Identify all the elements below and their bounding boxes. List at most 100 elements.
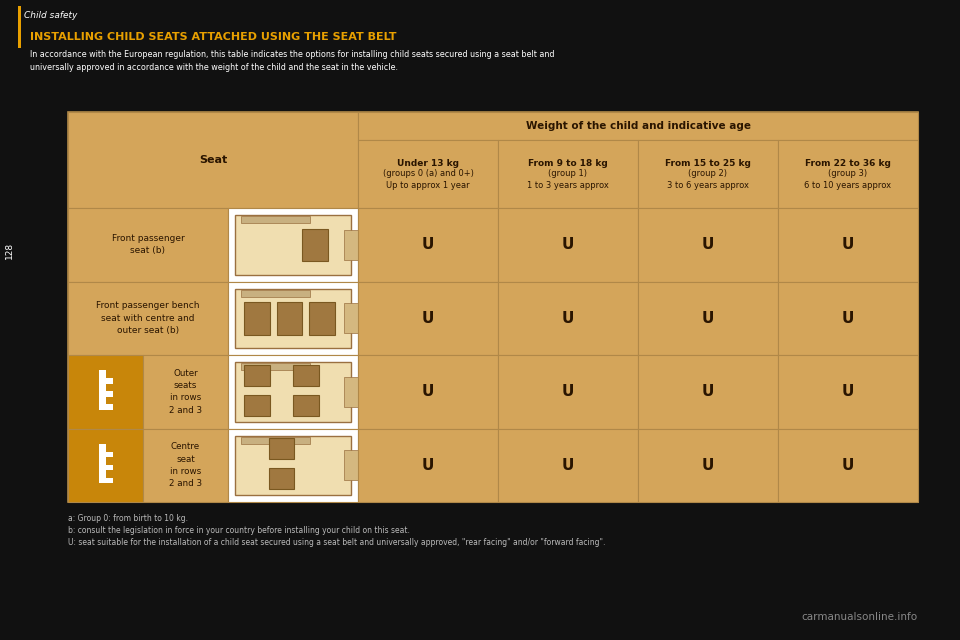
Bar [99, 370, 106, 380]
Bar [99, 465, 112, 470]
Text: U: U [421, 237, 434, 252]
Bar [235, 289, 351, 348]
Text: U: U [842, 458, 854, 473]
Text: Front passenger
seat (b): Front passenger seat (b) [111, 234, 184, 255]
Text: Up to approx 1 year: Up to approx 1 year [386, 180, 469, 189]
Bar [638, 429, 778, 502]
Bar [498, 208, 638, 282]
Bar [358, 140, 498, 208]
Text: U: U [842, 237, 854, 252]
Bar [302, 228, 327, 261]
Text: U: U [842, 384, 854, 399]
Text: Front passenger bench
seat with centre and
outer seat (b): Front passenger bench seat with centre a… [96, 301, 200, 335]
Bar [68, 429, 143, 502]
Text: U: U [842, 311, 854, 326]
Text: U: U [562, 384, 574, 399]
Bar [276, 302, 302, 335]
Bar [68, 112, 918, 502]
Bar [358, 112, 918, 140]
Text: U: U [421, 458, 434, 473]
Text: Outer
seats
in rows
2 and 3: Outer seats in rows 2 and 3 [169, 369, 202, 415]
Text: Child safety: Child safety [24, 11, 78, 20]
Text: b: consult the legislation in force in your country before installing your child: b: consult the legislation in force in y… [68, 526, 410, 535]
Text: U: U [421, 384, 434, 399]
Text: U: seat suitable for the installation of a child seat secured using a seat belt : U: seat suitable for the installation of… [68, 538, 606, 547]
Text: (group 3): (group 3) [828, 170, 868, 179]
Bar [293, 395, 319, 415]
Bar [235, 435, 351, 495]
Bar [241, 436, 310, 444]
Bar [344, 377, 358, 406]
Text: carmanualsonline.info: carmanualsonline.info [802, 612, 918, 622]
Bar [638, 282, 778, 355]
Text: Seat: Seat [199, 155, 228, 165]
Text: From 15 to 25 kg: From 15 to 25 kg [665, 159, 751, 168]
Bar [143, 355, 228, 429]
Bar [99, 452, 112, 457]
Text: 1 to 3 years approx: 1 to 3 years approx [527, 180, 609, 189]
Text: a: Group 0: from birth to 10 kg.: a: Group 0: from birth to 10 kg. [68, 514, 188, 523]
Text: 3 to 6 years approx: 3 to 6 years approx [667, 180, 749, 189]
Text: (group 1): (group 1) [548, 170, 588, 179]
Bar [638, 140, 778, 208]
Bar [241, 216, 310, 223]
Bar [99, 477, 112, 483]
Bar [244, 395, 270, 415]
Text: Centre
seat
in rows
2 and 3: Centre seat in rows 2 and 3 [169, 442, 202, 488]
Bar [344, 230, 358, 260]
Bar [235, 362, 351, 422]
Bar [358, 282, 498, 355]
Bar [638, 208, 778, 282]
Bar [309, 302, 335, 335]
Text: 6 to 10 years approx: 6 to 10 years approx [804, 180, 892, 189]
Bar [498, 282, 638, 355]
Text: U: U [421, 311, 434, 326]
Text: In accordance with the European regulation, this table indicates the options for: In accordance with the European regulati… [30, 50, 555, 72]
Bar [358, 355, 498, 429]
Text: 128: 128 [5, 241, 13, 259]
Bar [68, 355, 143, 429]
Bar [99, 457, 106, 466]
Text: U: U [702, 311, 714, 326]
Text: From 9 to 18 kg: From 9 to 18 kg [528, 159, 608, 168]
Bar [18, 6, 21, 48]
Bar [143, 429, 228, 502]
Bar [99, 404, 112, 410]
Bar [99, 391, 112, 397]
Bar [228, 282, 358, 355]
Bar [344, 451, 358, 480]
Bar [778, 429, 918, 502]
Text: (group 2): (group 2) [688, 170, 728, 179]
Bar [99, 383, 106, 392]
Bar [68, 112, 358, 208]
Bar [228, 208, 358, 282]
Bar [293, 365, 319, 386]
Bar [99, 470, 106, 479]
Bar [778, 282, 918, 355]
Bar [99, 396, 106, 405]
Text: U: U [702, 237, 714, 252]
Bar [228, 355, 358, 429]
Bar [778, 355, 918, 429]
Bar [244, 365, 270, 386]
Text: U: U [562, 237, 574, 252]
Bar [241, 289, 310, 296]
Bar [778, 208, 918, 282]
Bar [498, 140, 638, 208]
Text: From 22 to 36 kg: From 22 to 36 kg [805, 159, 891, 168]
Bar [68, 208, 228, 282]
Bar [235, 215, 351, 275]
Bar [269, 438, 294, 460]
Bar [344, 303, 358, 333]
Text: U: U [562, 311, 574, 326]
Text: (groups 0 (a) and 0+): (groups 0 (a) and 0+) [383, 170, 473, 179]
Text: U: U [562, 458, 574, 473]
Bar [358, 429, 498, 502]
Bar [244, 302, 270, 335]
Bar [498, 355, 638, 429]
Bar [638, 355, 778, 429]
Bar [241, 363, 310, 370]
Bar [99, 444, 106, 452]
Text: Under 13 kg: Under 13 kg [397, 159, 459, 168]
Text: U: U [702, 458, 714, 473]
